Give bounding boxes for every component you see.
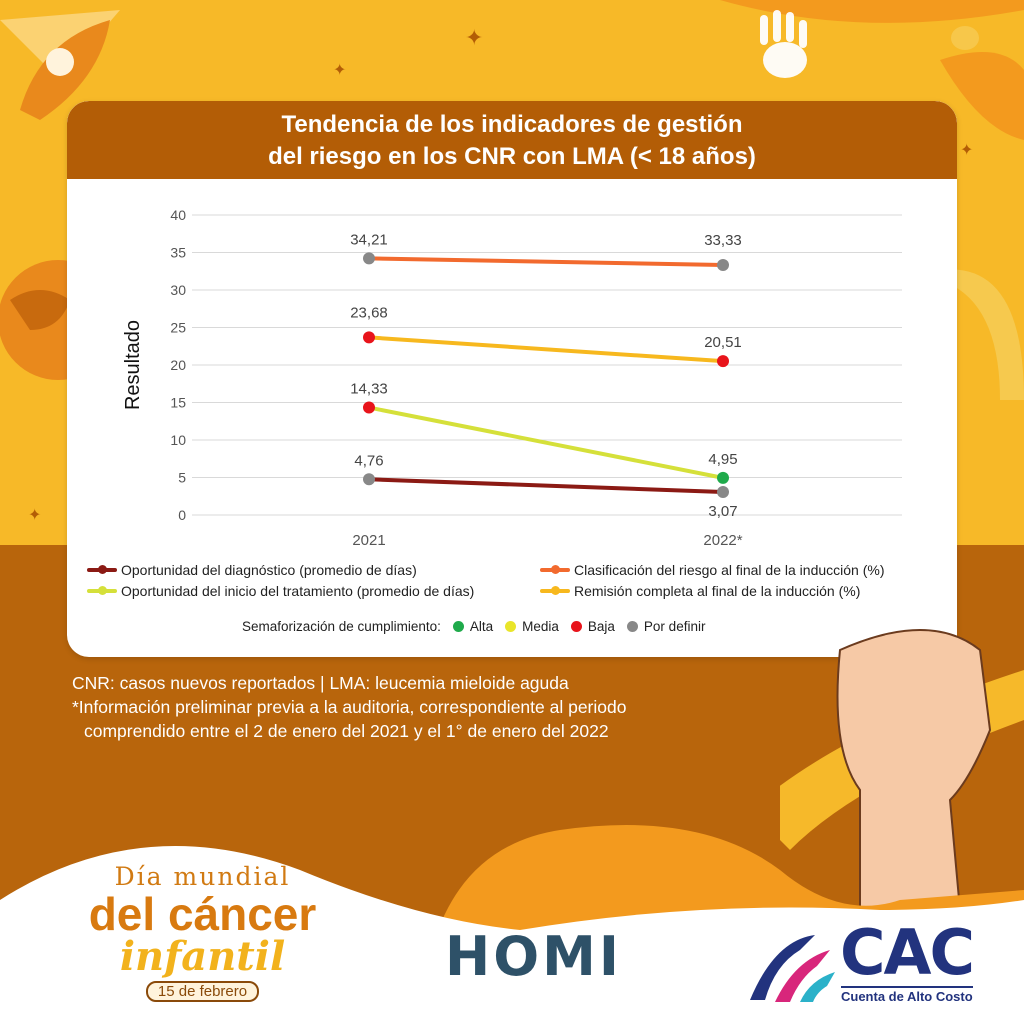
data-label: 20,51 <box>704 334 742 351</box>
y-tick-label: 25 <box>170 320 186 336</box>
data-point <box>717 485 729 498</box>
legend-swatch <box>540 586 570 595</box>
data-label: 14,33 <box>350 381 388 398</box>
campaign-line3: infantil <box>119 933 286 980</box>
cac-subtitle: Cuenta de Alto Costo <box>841 986 973 1004</box>
legend-swatch <box>87 565 117 574</box>
data-point <box>363 401 375 414</box>
y-tick-label: 10 <box>170 432 186 448</box>
semaforizacion-alta: Alta <box>469 619 494 634</box>
rocket-icon <box>20 20 110 120</box>
legend-label: Oportunidad del inicio del tratamiento (… <box>121 583 475 599</box>
series-line <box>367 477 725 494</box>
data-label: 33,33 <box>704 232 742 249</box>
chart-title: Tendencia de los indicadores de gestión … <box>67 101 957 179</box>
fist-illustration <box>780 629 1024 911</box>
abbreviations: CNR: casos nuevos reportados | LMA: leuc… <box>72 673 569 693</box>
series-line <box>367 405 725 480</box>
y-axis-label: Resultado <box>122 320 144 410</box>
line-chart: 0 5 10 15 20 25 30 35 40 2021 2022* Resultado 4,76 3,… <box>122 207 902 549</box>
campaign-line2: del cáncer <box>88 888 317 940</box>
homi-logo: HOMI <box>445 925 622 988</box>
status-dot-media <box>505 621 517 632</box>
legend-swatch <box>87 586 117 595</box>
data-label: 3,07 <box>708 503 737 520</box>
data-label: 4,76 <box>354 452 383 469</box>
status-dot-alta <box>452 621 464 632</box>
data-label: 23,68 <box>350 304 388 321</box>
star-icon: ✦ <box>465 25 483 50</box>
legend-item-remision: Remisión completa al final de la inducci… <box>540 583 860 599</box>
x-tick-label: 2022* <box>703 532 742 549</box>
chart-panel: 0 5 10 15 20 25 30 35 40 2021 2022* Resultado 4,76 3,… <box>67 101 957 657</box>
status-dot-baja <box>570 621 582 632</box>
series-line <box>367 335 725 364</box>
notes: CNR: casos nuevos reportados | LMA: leuc… <box>72 671 626 743</box>
y-tick-label: 35 <box>170 245 186 261</box>
campaign-logo: Día mundial del cáncer infantil 15 de fe… <box>80 862 325 1002</box>
data-point <box>717 259 729 272</box>
legend-swatch <box>540 565 570 574</box>
y-tick-label: 15 <box>170 395 186 411</box>
semaforizacion-media: Media <box>522 619 559 634</box>
legend-item-diagnostico: Oportunidad del diagnóstico (promedio de… <box>87 562 417 578</box>
data-point <box>363 252 375 265</box>
semaforizacion-baja: Baja <box>587 619 615 634</box>
y-tick-label: 30 <box>170 282 186 298</box>
x-tick-label: 2021 <box>352 532 385 549</box>
y-tick-label: 20 <box>170 357 186 373</box>
handprint-icon <box>951 26 979 50</box>
footnote-line1: *Información preliminar previa a la audi… <box>72 697 627 717</box>
footnote-line2: comprendido entre el 2 de enero del 2021… <box>84 721 609 741</box>
data-point <box>363 331 375 344</box>
y-tick-label: 40 <box>170 207 186 223</box>
semaforizacion-legend: Semaforización de cumplimiento: Alta Med… <box>242 619 705 634</box>
campaign-line1: Día mundial <box>114 862 291 891</box>
legend-label: Clasificación del riesgo al final de la … <box>574 562 885 578</box>
chart-title-line1: Tendencia de los indicadores de gestión <box>281 111 743 138</box>
legend-item-tratamiento: Oportunidad del inicio del tratamiento (… <box>87 583 474 599</box>
cac-logo: CAC Cuenta de Alto Costo <box>745 916 975 1010</box>
handprint-icon <box>760 10 807 78</box>
cac-swoosh-icon <box>750 935 835 1002</box>
data-point <box>717 471 729 484</box>
y-tick-label: 5 <box>178 470 186 486</box>
semaforizacion-label: Semaforización de cumplimiento: <box>242 619 441 634</box>
y-tick-label: 0 <box>178 507 186 523</box>
semaforizacion-por-definir: Por definir <box>643 619 706 634</box>
star-icon: ✦ <box>333 62 346 79</box>
data-point <box>717 355 729 368</box>
fist-icon <box>836 629 992 911</box>
data-label: 4,95 <box>708 451 737 468</box>
legend-label: Oportunidad del diagnóstico (promedio de… <box>121 562 417 578</box>
series-line <box>367 256 725 268</box>
legend-item-clasificacion: Clasificación del riesgo al final de la … <box>540 562 885 578</box>
legend-label: Remisión completa al final de la inducci… <box>574 583 861 599</box>
data-label: 34,21 <box>350 231 388 248</box>
cac-wordmark: CAC <box>840 916 975 989</box>
star-icon: ✦ <box>28 507 41 524</box>
data-point <box>363 473 375 486</box>
chart-title-line2: del riesgo en los CNR con LMA (< 18 años… <box>268 143 756 170</box>
status-dot-por-definir <box>626 621 638 632</box>
star-icon: ✦ <box>960 142 973 159</box>
campaign-date: 15 de febrero <box>145 981 260 1002</box>
